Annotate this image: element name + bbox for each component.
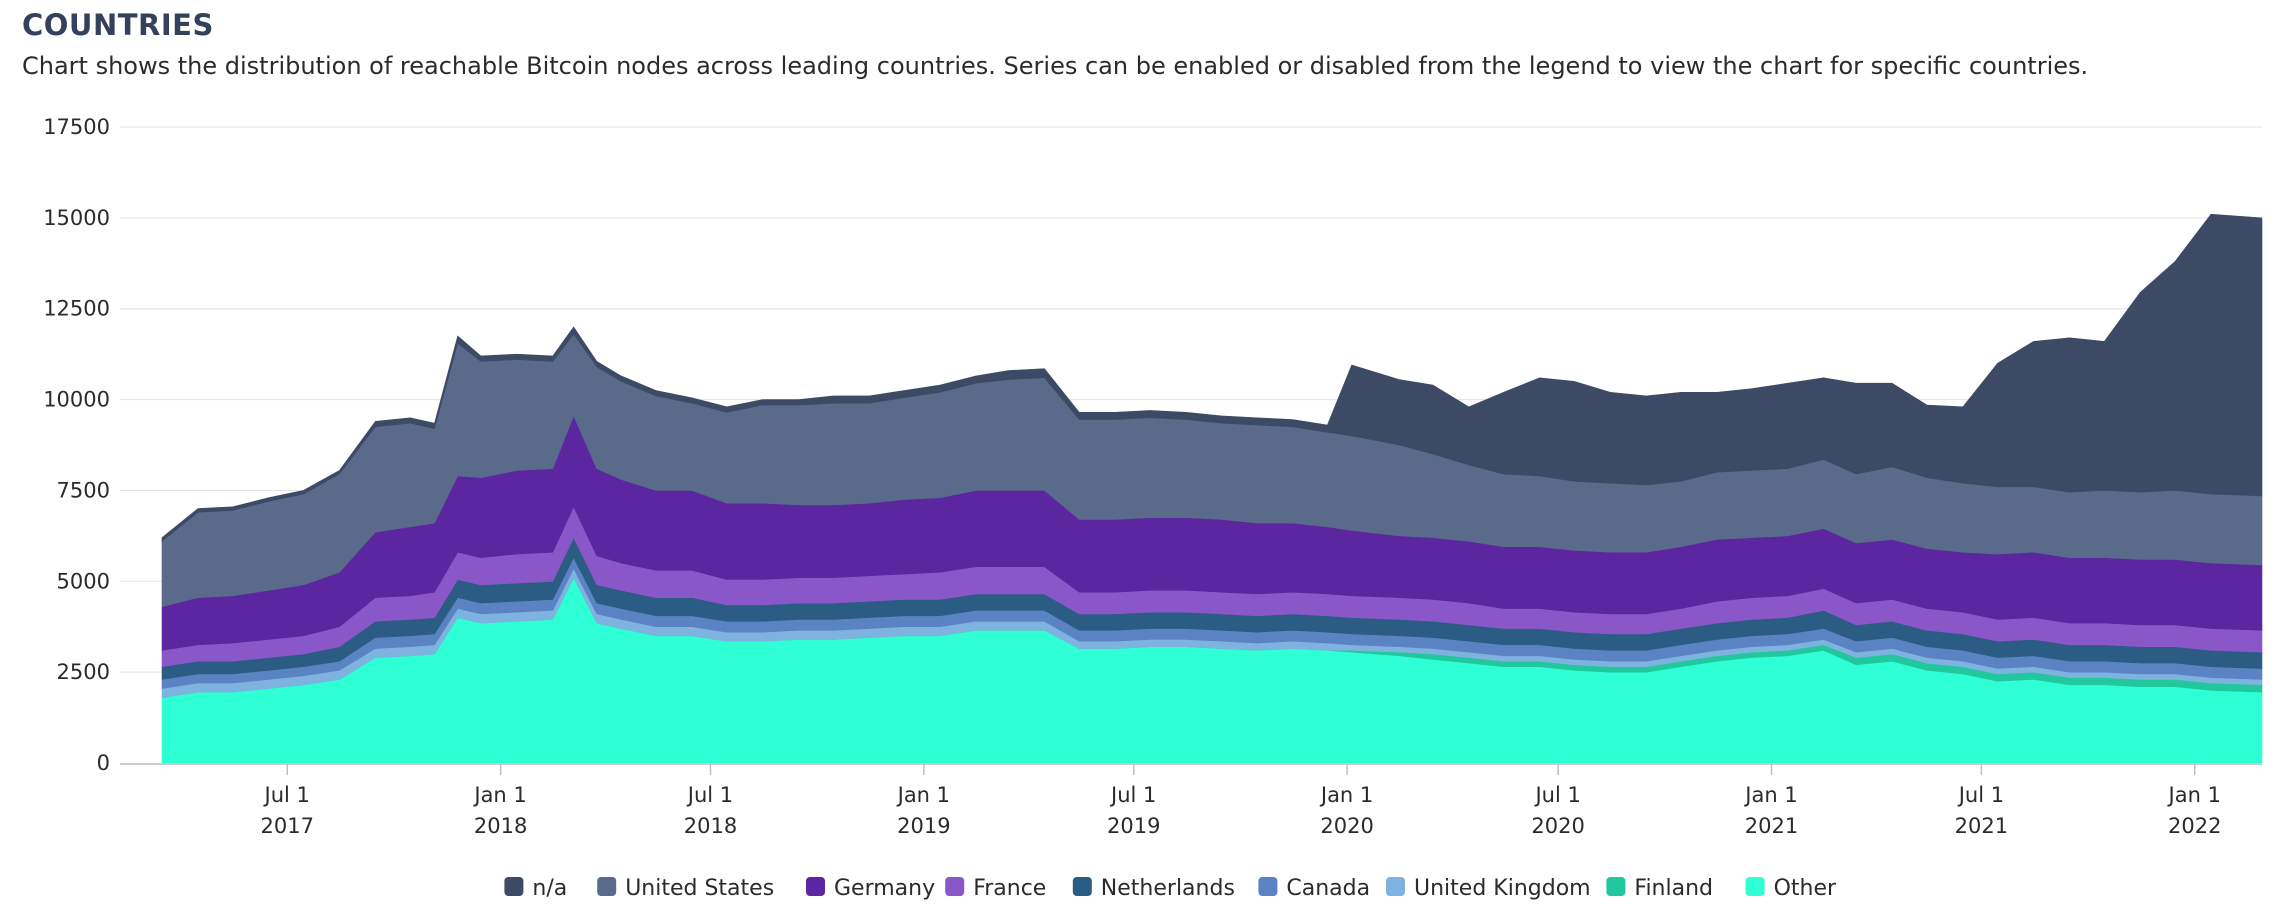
legend-swatch — [504, 877, 524, 896]
x-tick-label-month: Jan 1 — [2167, 783, 2221, 807]
chart-header: COUNTRIES Chart shows the distribution o… — [22, 8, 2256, 80]
legend-swatch — [1745, 877, 1765, 896]
y-tick-label: 12500 — [43, 297, 110, 321]
x-tick-label-year: 2020 — [1531, 814, 1584, 838]
y-tick-label: 15000 — [43, 206, 110, 230]
legend-item-france[interactable]: France — [945, 876, 1046, 901]
x-tick-label-month: Jul 1 — [263, 783, 310, 807]
x-tick-label-month: Jan 1 — [472, 783, 526, 807]
y-tick-label: 0 — [97, 751, 110, 775]
y-tick-label: 5000 — [57, 569, 110, 593]
series-areas — [161, 213, 2263, 764]
legend-swatch — [1386, 877, 1405, 896]
x-tick-label-year: 2019 — [897, 814, 950, 838]
legend-label: Germany — [834, 876, 935, 901]
x-tick-label-month: Jan 1 — [1743, 783, 1797, 807]
legend-item-united-states[interactable]: United States — [597, 876, 774, 901]
x-tick-label-year: 2021 — [1745, 814, 1798, 838]
legend-label: Canada — [1286, 876, 1370, 901]
legend-label: France — [973, 876, 1046, 901]
legend-item-other[interactable]: Other — [1745, 876, 1837, 901]
x-tick-label-month: Jul 1 — [1533, 783, 1580, 807]
legend-swatch — [1072, 877, 1092, 896]
x-tick-label-month: Jul 1 — [1109, 783, 1156, 807]
legend-swatch — [945, 877, 965, 896]
legend-item-canada[interactable]: Canada — [1258, 876, 1370, 901]
chart-description: Chart shows the distribution of reachabl… — [22, 52, 2089, 80]
x-tick-label-year: 2022 — [2168, 814, 2221, 838]
page-title: COUNTRIES — [22, 8, 214, 42]
x-tick-label-month: Jul 1 — [686, 783, 733, 807]
x-tick-label-year: 2021 — [1955, 814, 2008, 838]
x-tick-label-year: 2017 — [261, 814, 314, 838]
legend-swatch — [597, 877, 617, 896]
x-tick-label-year: 2020 — [1320, 814, 1373, 838]
legend-swatch — [806, 877, 825, 896]
legend-label: United States — [625, 876, 774, 901]
y-tick-label: 17500 — [43, 115, 110, 139]
legend-item-finland[interactable]: Finland — [1606, 876, 1713, 901]
x-tick-label-year: 2019 — [1107, 814, 1160, 838]
legend-item-united-kingdom[interactable]: United Kingdom — [1386, 876, 1591, 901]
y-tick-label: 7500 — [57, 478, 110, 502]
legend-label: United Kingdom — [1414, 876, 1591, 901]
legend-label: Netherlands — [1101, 876, 1235, 901]
legend-label: Finland — [1634, 876, 1713, 901]
legend[interactable]: n/a United States Germany France Netherlands… — [504, 876, 1837, 901]
x-tick-label-month: Jul 1 — [1957, 783, 2004, 807]
x-tick-label-year: 2018 — [684, 814, 737, 838]
legend-swatch — [1258, 877, 1278, 896]
y-tick-label: 10000 — [43, 388, 110, 412]
area-series-n-a — [161, 213, 2263, 542]
legend-label: n/a — [532, 876, 567, 901]
x-tick-label-month: Jan 1 — [896, 783, 950, 807]
legend-label: Other — [1774, 876, 1837, 901]
x-tick-label-year: 2018 — [474, 814, 527, 838]
legend-item-n-a[interactable]: n/a — [504, 876, 567, 901]
legend-item-germany[interactable]: Germany — [806, 876, 935, 901]
legend-swatch — [1606, 877, 1626, 896]
legend-item-netherlands[interactable]: Netherlands — [1072, 876, 1235, 901]
y-tick-label: 2500 — [57, 660, 110, 684]
axes: 0 2500 5000 7500 10000 12500 15000 17500 Jul 1 20… — [43, 115, 2262, 838]
x-tick-label-month: Jan 1 — [1319, 783, 1373, 807]
